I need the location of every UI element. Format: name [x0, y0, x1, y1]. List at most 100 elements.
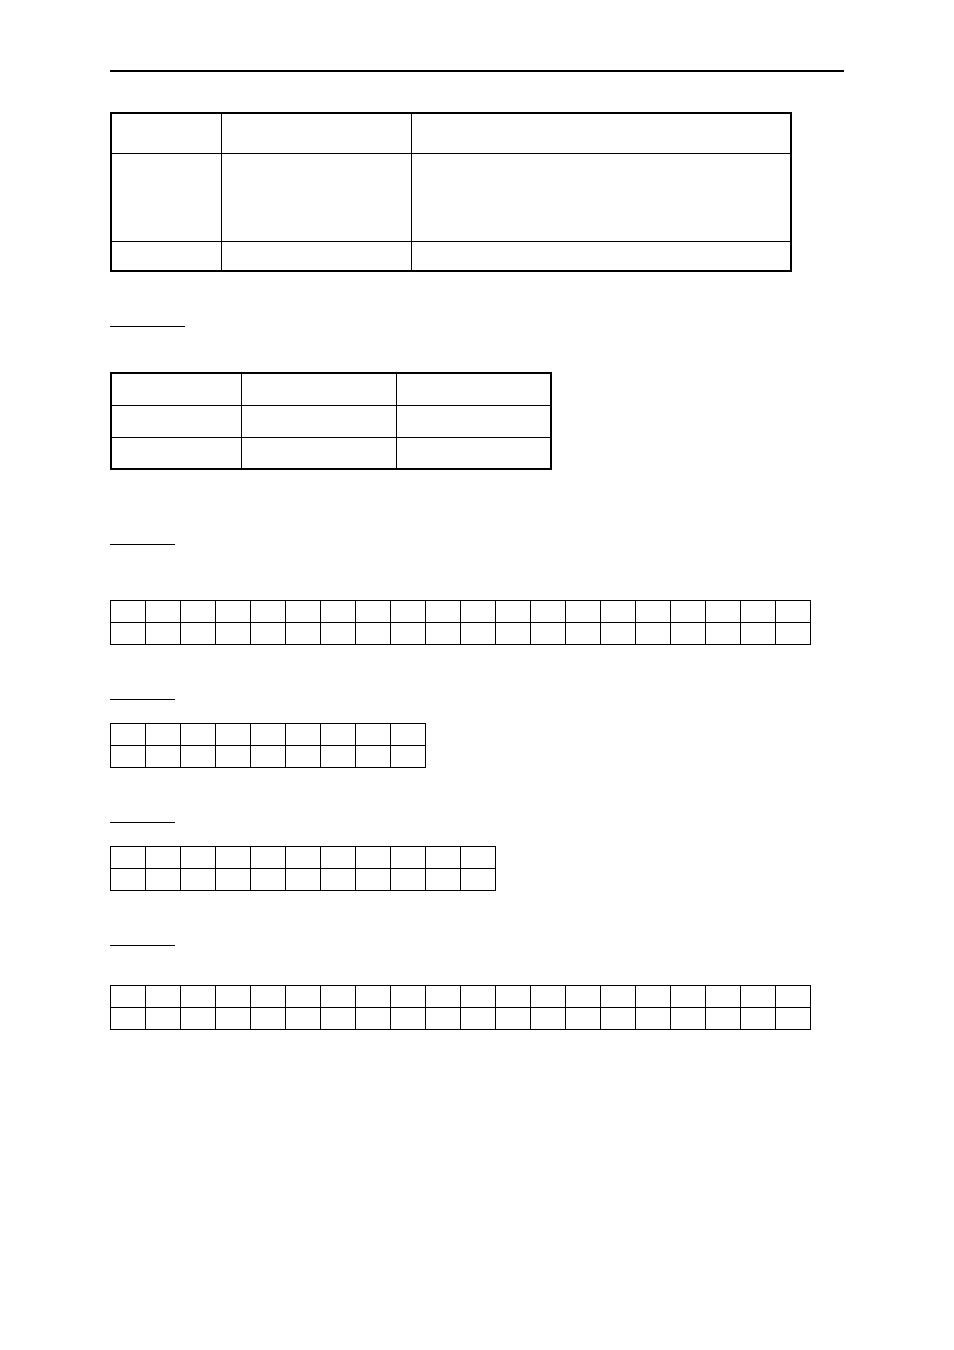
cell: [181, 724, 216, 746]
table-row: [111, 847, 496, 869]
cell: [391, 847, 426, 869]
cell: [706, 1008, 741, 1030]
cell: [251, 623, 286, 645]
cell: [241, 373, 396, 405]
cell: [111, 1008, 146, 1030]
cell: [286, 623, 321, 645]
cell: [636, 601, 671, 623]
cell: [321, 847, 356, 869]
cell: [566, 1008, 601, 1030]
cell: [146, 869, 181, 891]
cell: [391, 1008, 426, 1030]
cell: [146, 1008, 181, 1030]
cell: [391, 869, 426, 891]
cell: [461, 601, 496, 623]
cell: [111, 869, 146, 891]
section-table1: [110, 112, 844, 272]
cell: [391, 746, 426, 768]
table-row: [111, 724, 426, 746]
cell: [216, 746, 251, 768]
cell: [251, 724, 286, 746]
cell: [321, 724, 356, 746]
cell: [286, 746, 321, 768]
cell: [741, 623, 776, 645]
section-3: [110, 530, 844, 645]
cell: [251, 746, 286, 768]
cell: [241, 405, 396, 437]
cell: [636, 1008, 671, 1030]
cell: [321, 601, 356, 623]
cell: [221, 113, 411, 153]
table-4: [110, 723, 426, 768]
cell: [111, 847, 146, 869]
cell: [181, 847, 216, 869]
cell: [146, 746, 181, 768]
cell: [776, 601, 811, 623]
cell: [356, 986, 391, 1008]
cell: [286, 869, 321, 891]
table-row: [111, 601, 811, 623]
cell: [181, 1008, 216, 1030]
cell: [496, 986, 531, 1008]
cell: [111, 405, 241, 437]
cell: [181, 623, 216, 645]
cell: [111, 153, 221, 241]
cell: [146, 601, 181, 623]
cell: [531, 623, 566, 645]
cell: [426, 601, 461, 623]
cell: [706, 623, 741, 645]
cell: [286, 724, 321, 746]
cell: [601, 623, 636, 645]
cell: [111, 241, 221, 271]
table-6: [110, 985, 811, 1030]
cell: [216, 986, 251, 1008]
cell: [216, 623, 251, 645]
table-row: [111, 405, 551, 437]
cell: [111, 113, 221, 153]
table-row: [111, 241, 791, 271]
cell: [426, 847, 461, 869]
cell: [321, 746, 356, 768]
cell: [321, 623, 356, 645]
table-row: [111, 153, 791, 241]
table-row: [111, 986, 811, 1008]
section-label: [110, 685, 175, 700]
cell: [741, 1008, 776, 1030]
cell: [411, 153, 791, 241]
cell: [411, 241, 791, 271]
cell: [241, 437, 396, 469]
cell: [251, 847, 286, 869]
cell: [776, 986, 811, 1008]
cell: [776, 1008, 811, 1030]
cell: [286, 847, 321, 869]
cell: [221, 241, 411, 271]
cell: [111, 601, 146, 623]
cell: [251, 601, 286, 623]
cell: [391, 724, 426, 746]
cell: [111, 623, 146, 645]
section-label: [110, 931, 175, 946]
cell: [461, 1008, 496, 1030]
cell: [356, 601, 391, 623]
section-2: [110, 312, 844, 470]
cell: [461, 869, 496, 891]
cell: [251, 869, 286, 891]
table-row: [111, 373, 551, 405]
cell: [496, 601, 531, 623]
cell: [741, 601, 776, 623]
section-label: [110, 312, 185, 327]
cell: [671, 623, 706, 645]
cell: [531, 986, 566, 1008]
cell: [601, 1008, 636, 1030]
table-3: [110, 600, 811, 645]
cell: [531, 601, 566, 623]
cell: [671, 1008, 706, 1030]
cell: [146, 986, 181, 1008]
cell: [426, 623, 461, 645]
cell: [566, 623, 601, 645]
cell: [216, 1008, 251, 1030]
page: [0, 0, 954, 1350]
section-label: [110, 530, 175, 545]
section-4: [110, 685, 844, 768]
table-row: [111, 437, 551, 469]
